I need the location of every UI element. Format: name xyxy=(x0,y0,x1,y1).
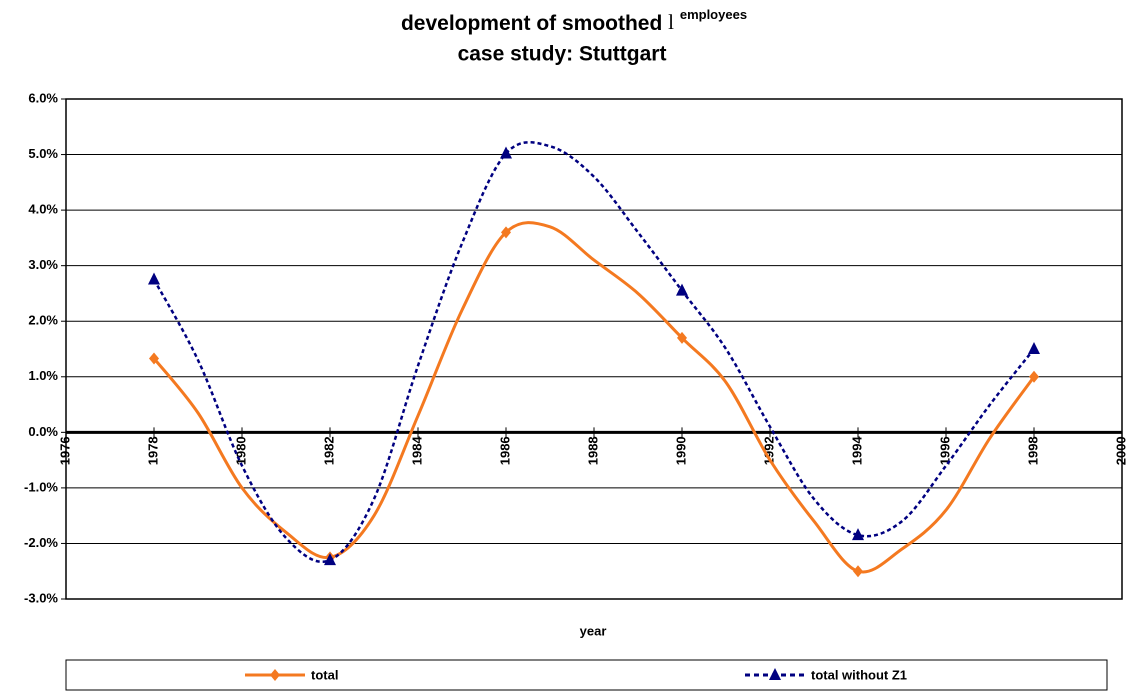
y-tick-label: 2.0% xyxy=(28,313,58,328)
chart-title-line: development of smoothed l employees xyxy=(401,7,747,34)
legend-marker xyxy=(769,668,781,680)
legend-box xyxy=(65,659,1108,691)
y-tick-label: 1.0% xyxy=(28,368,58,383)
plot-border xyxy=(65,98,1123,600)
data-point xyxy=(852,528,864,541)
x-tick-label: 1998 xyxy=(1025,436,1040,465)
x-tick-label: 1976 xyxy=(57,436,72,465)
legend-marker xyxy=(270,669,280,681)
title-symbol: l xyxy=(668,10,674,34)
x-tick-label: 1978 xyxy=(145,436,160,465)
x-tick-label: 1986 xyxy=(497,436,512,465)
data-point xyxy=(853,565,863,578)
legend-label: total without Z1 xyxy=(811,667,907,682)
x-tick-label: 2000 xyxy=(1113,436,1128,465)
data-point xyxy=(149,352,159,365)
series-line xyxy=(152,221,1036,574)
data-point xyxy=(324,553,336,566)
title-superscript: employees xyxy=(680,7,747,22)
chart-title: development of smoothed xyxy=(401,12,662,35)
legend-label: total xyxy=(311,667,338,682)
x-axis-label: year xyxy=(580,623,607,638)
x-tick-label: 1984 xyxy=(409,436,424,466)
y-tick-label: 3.0% xyxy=(28,257,58,272)
data-point xyxy=(1029,370,1039,383)
y-tick-label: -3.0% xyxy=(24,590,58,605)
data-point xyxy=(677,331,687,344)
data-point xyxy=(148,272,160,285)
y-tick-label: 4.0% xyxy=(28,202,58,217)
y-tick-label: 6.0% xyxy=(28,90,58,105)
x-tick-label: 1992 xyxy=(761,436,776,465)
chart-subtitle: case study: Stuttgart xyxy=(458,43,667,66)
x-tick-label: 1988 xyxy=(585,436,600,465)
y-tick-label: 0.0% xyxy=(28,424,58,439)
x-tick-label: 1994 xyxy=(849,436,864,466)
y-tick-label: -2.0% xyxy=(24,535,58,550)
x-tick-label: 1990 xyxy=(673,436,688,465)
data-point xyxy=(500,146,512,159)
data-point xyxy=(501,226,511,239)
data-point xyxy=(1028,342,1040,354)
x-tick-label: 1996 xyxy=(937,436,952,465)
data-point xyxy=(676,283,688,296)
series-line xyxy=(152,141,1035,563)
y-tick-label: -1.0% xyxy=(24,479,58,494)
x-tick-label: 1982 xyxy=(321,436,336,465)
y-tick-label: 5.0% xyxy=(28,146,58,161)
